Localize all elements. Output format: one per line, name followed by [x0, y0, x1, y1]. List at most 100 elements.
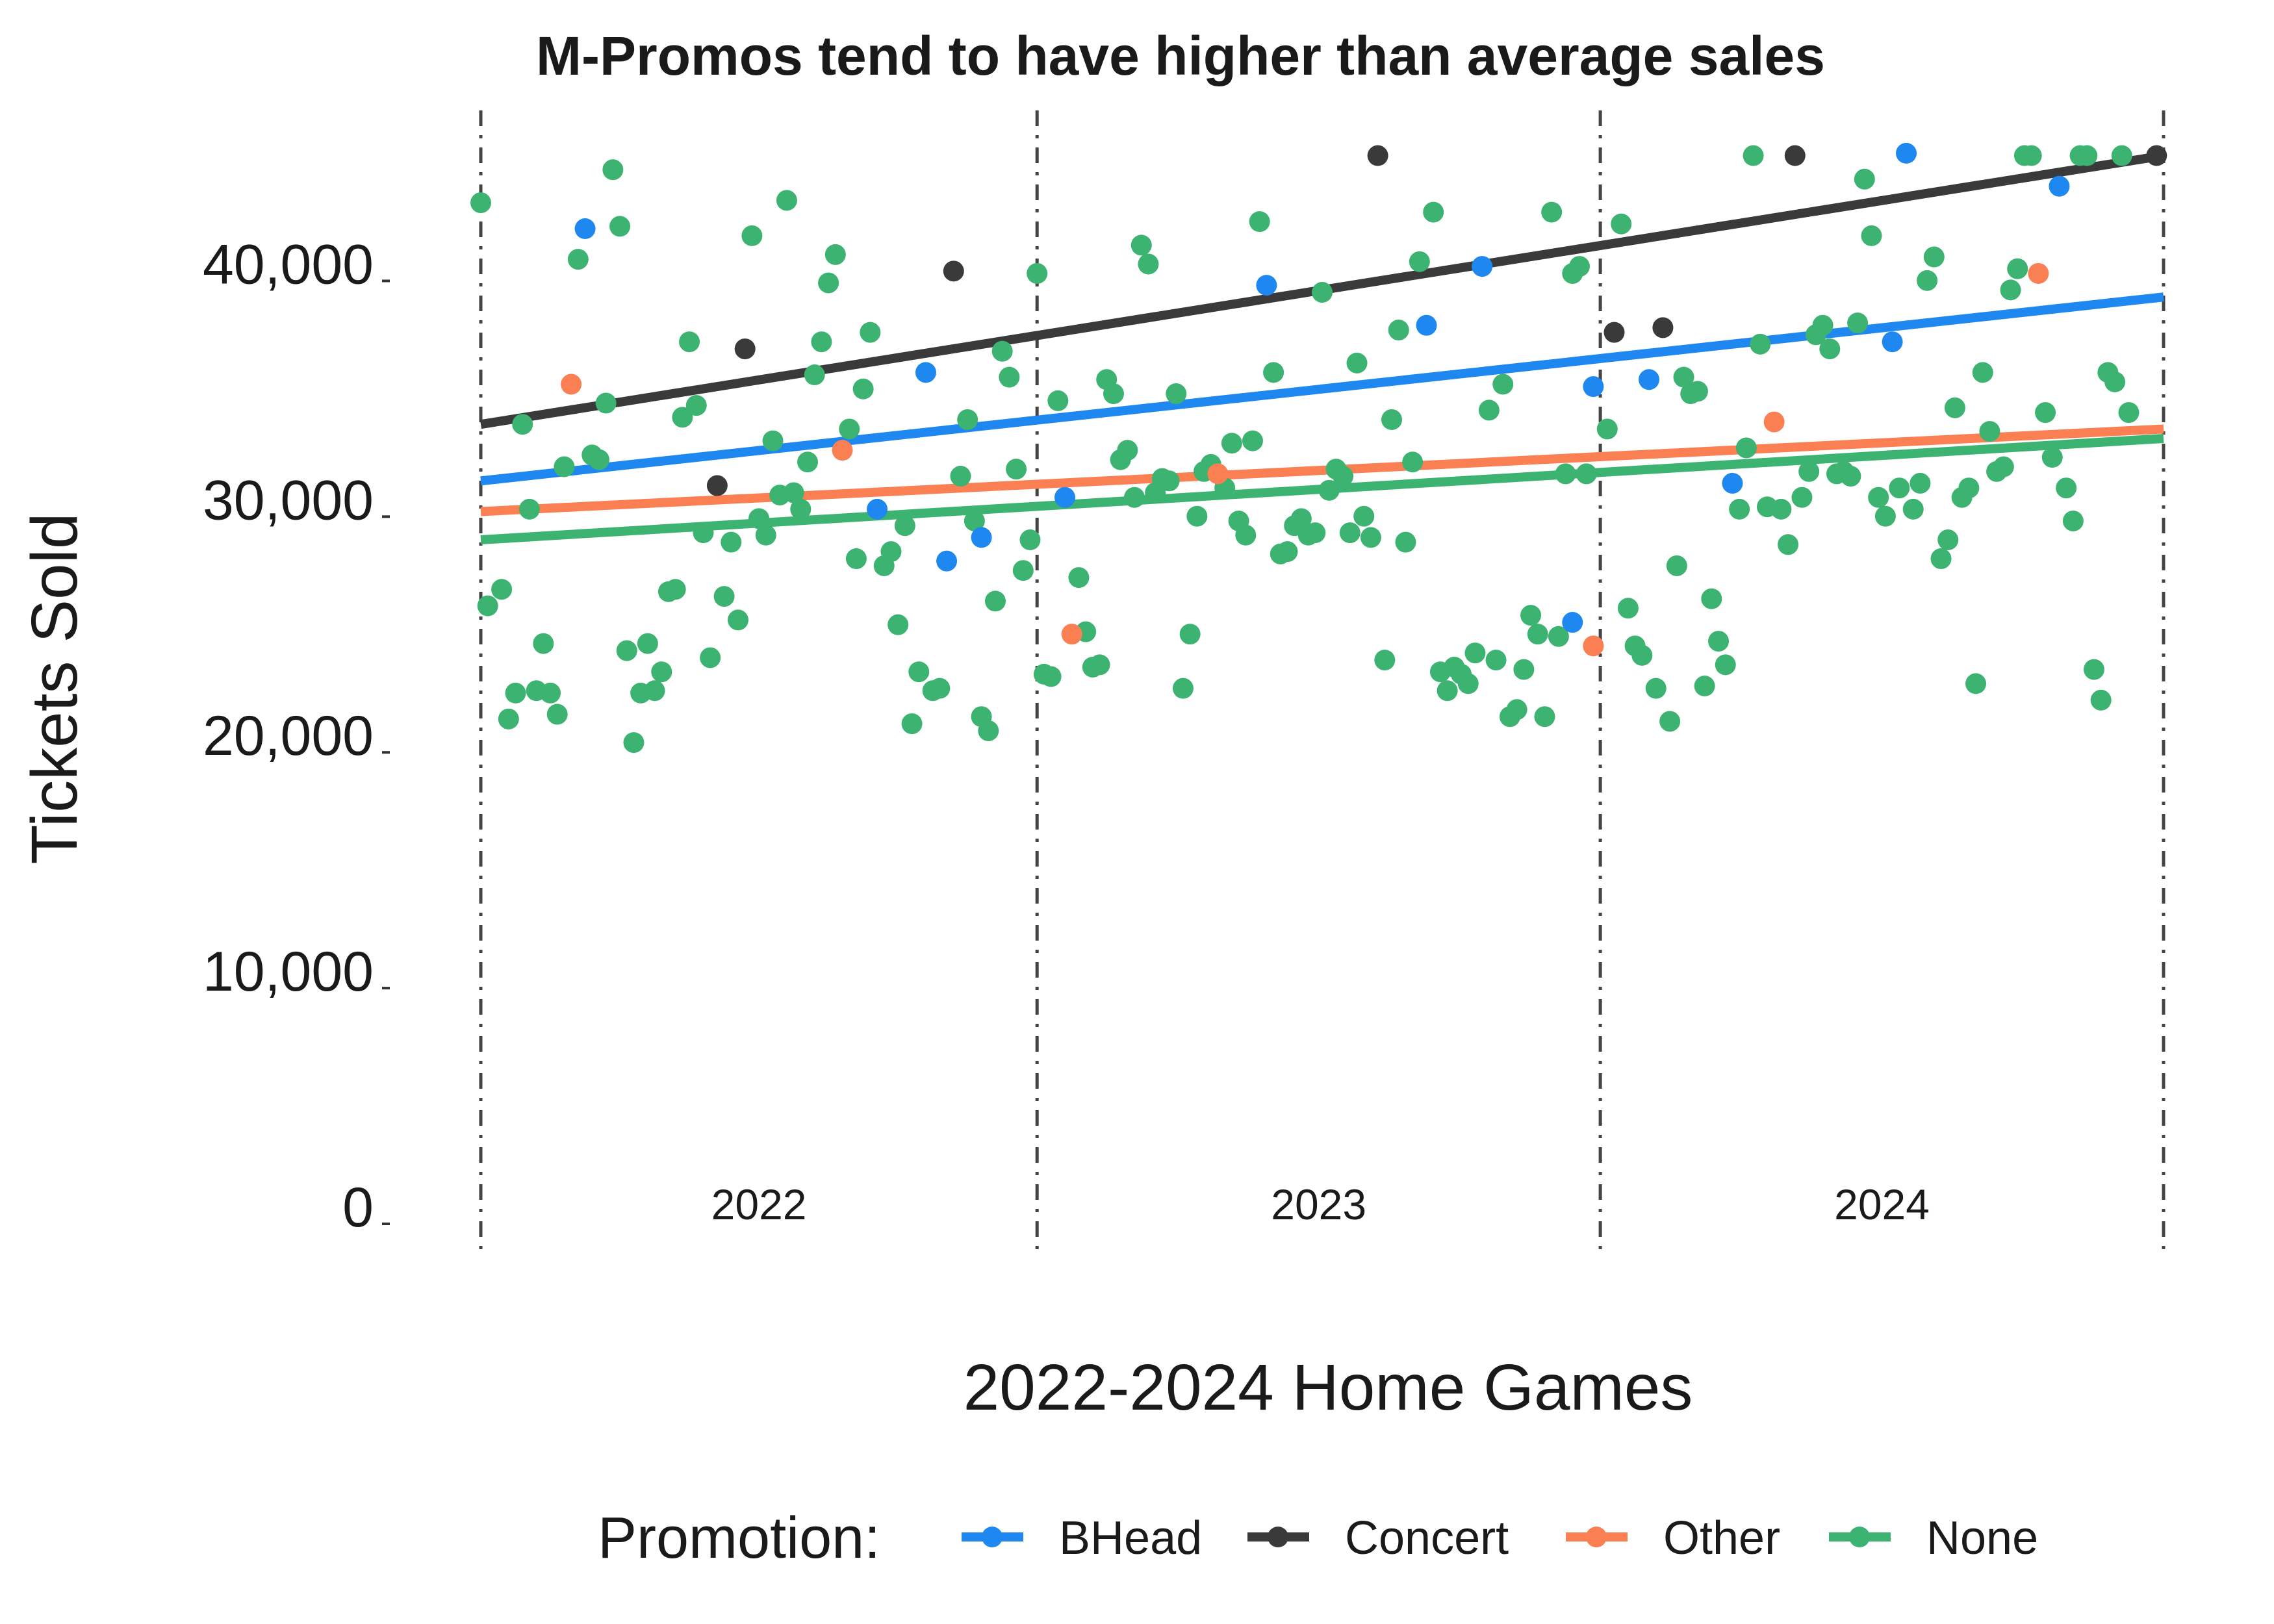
point-none	[776, 190, 797, 211]
point-none	[1423, 201, 1444, 223]
point-none	[991, 340, 1013, 362]
point-none	[797, 451, 819, 473]
point-none	[1708, 631, 1730, 652]
point-other	[1583, 635, 1604, 657]
point-none	[1798, 461, 1820, 482]
point-other	[832, 440, 853, 461]
point-none	[1778, 534, 1799, 555]
point-none	[839, 418, 860, 440]
point-bhead	[1054, 487, 1076, 508]
point-none	[2062, 510, 2084, 531]
point-none	[1812, 314, 1833, 336]
point-none	[1346, 352, 1368, 374]
point-none	[470, 192, 491, 214]
point-none	[512, 414, 533, 435]
point-none	[1596, 418, 1618, 440]
point-none	[1958, 477, 1980, 499]
y-tick-label: 20,000	[203, 705, 374, 767]
point-none	[1923, 246, 1945, 268]
point-none	[616, 640, 637, 661]
point-none	[644, 680, 665, 702]
point-none	[1840, 466, 1861, 487]
legend-key-point-none	[1849, 1527, 1870, 1547]
point-none	[1555, 463, 1576, 485]
point-bhead	[1722, 472, 1743, 494]
point-none	[999, 366, 1020, 388]
point-none	[1791, 487, 1813, 508]
point-none	[2035, 402, 2056, 424]
point-none	[1847, 312, 1869, 334]
point-none	[1172, 678, 1194, 699]
point-none	[894, 515, 915, 537]
season-label-2022: 2022	[711, 1180, 807, 1228]
point-none	[1277, 541, 1298, 563]
point-none	[1485, 650, 1507, 671]
legend-key-point-other	[1586, 1527, 1607, 1547]
point-none	[1972, 362, 1993, 383]
point-none	[790, 498, 811, 520]
point-none	[1318, 479, 1340, 501]
y-axis-title: Tickets Sold	[18, 513, 91, 865]
point-none	[1937, 529, 1959, 551]
point-bhead	[2049, 175, 2070, 197]
point-none	[1527, 624, 1548, 645]
point-none	[1040, 666, 1062, 687]
point-none	[637, 633, 658, 654]
point-none	[1360, 527, 1381, 548]
point-none	[602, 159, 624, 181]
point-none	[2083, 659, 2104, 680]
point-none	[1611, 213, 1632, 235]
point-none	[1965, 673, 1987, 694]
point-none	[818, 272, 839, 294]
point-none	[567, 249, 589, 270]
point-none	[693, 522, 714, 544]
point-none	[505, 682, 526, 704]
point-bhead	[915, 362, 936, 383]
point-none	[1027, 262, 1048, 284]
point-none	[1103, 383, 1124, 405]
point-none	[1735, 437, 1757, 459]
point-none	[852, 378, 874, 400]
point-none	[1541, 201, 1563, 223]
point-concert	[2146, 145, 2167, 166]
point-none	[1068, 567, 1090, 589]
point-none	[888, 614, 909, 635]
point-none	[1770, 498, 1792, 520]
point-none	[762, 430, 784, 451]
point-none	[1117, 440, 1138, 461]
point-none	[1694, 676, 1715, 697]
point-none	[1402, 451, 1424, 473]
point-none	[1645, 678, 1667, 699]
trend-line-bhead	[480, 292, 2164, 486]
point-none	[1979, 421, 2000, 442]
legend-label-none: None	[1926, 1512, 2038, 1564]
point-none	[1568, 256, 1590, 277]
chart-title: M-Promos tend to have higher than averag…	[536, 25, 1825, 86]
point-none	[1464, 642, 1486, 664]
point-concert	[1652, 317, 1674, 338]
point-none	[1492, 374, 1514, 395]
point-none	[2104, 371, 2126, 392]
point-none	[1305, 522, 1326, 544]
point-none	[1993, 456, 2014, 477]
point-none	[651, 661, 672, 683]
point-none	[595, 392, 617, 414]
point-none	[1715, 654, 1736, 676]
point-none	[672, 407, 693, 428]
point-none	[964, 510, 985, 531]
point-bhead	[1639, 369, 1660, 390]
point-none	[1409, 251, 1430, 272]
point-none	[727, 609, 748, 631]
point-none	[1902, 498, 1924, 520]
point-bhead	[936, 550, 958, 572]
data-points	[470, 142, 2167, 754]
season-label-2024: 2024	[1834, 1180, 1930, 1228]
point-none	[1312, 281, 1333, 303]
point-none	[1944, 397, 1965, 418]
point-none	[1729, 498, 1750, 520]
point-none	[665, 579, 686, 600]
point-none	[804, 364, 825, 386]
point-none	[984, 590, 1006, 612]
point-bhead	[1562, 612, 1583, 633]
